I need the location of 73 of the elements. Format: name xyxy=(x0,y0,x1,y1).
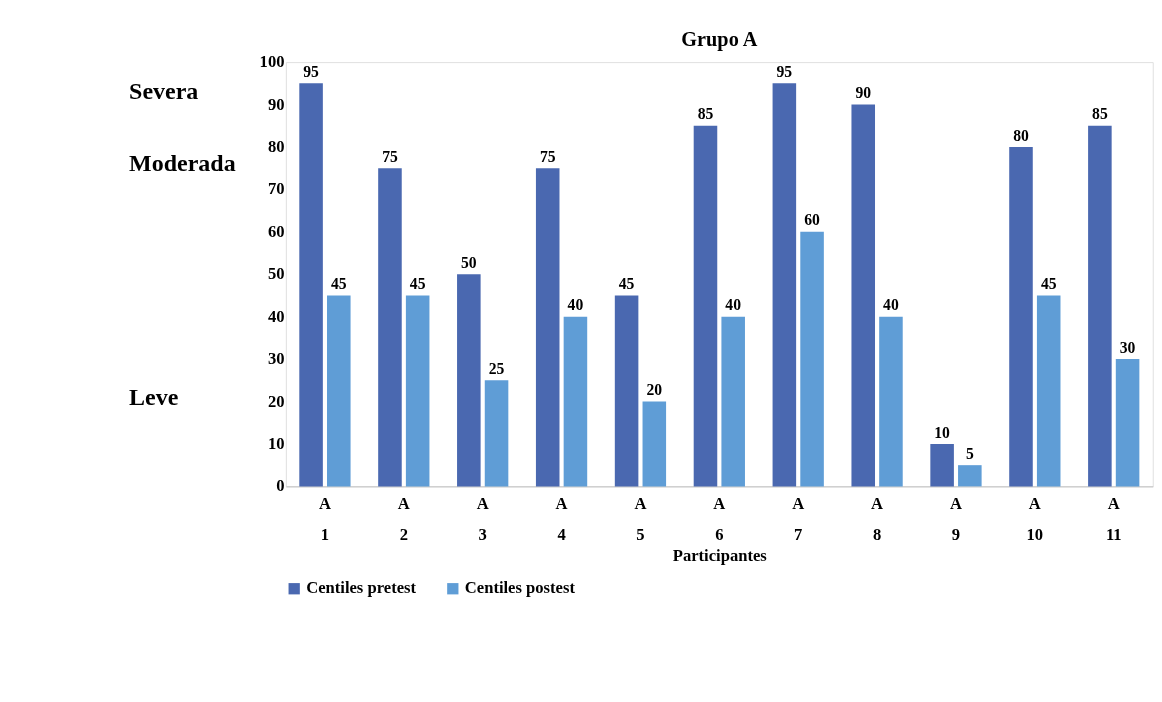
bar xyxy=(299,83,323,487)
legend-label: Centiles pretest xyxy=(306,578,417,598)
bar xyxy=(1036,295,1061,487)
bar xyxy=(693,125,718,487)
y-tick-label: 100 xyxy=(259,52,285,72)
data-label: 85 xyxy=(1092,105,1108,123)
bar xyxy=(721,316,745,487)
bar xyxy=(930,443,954,487)
data-label: 10 xyxy=(934,423,951,441)
data-label: 45 xyxy=(1040,275,1057,293)
bar xyxy=(772,83,797,487)
text: Leve xyxy=(129,383,179,410)
data-label: 75 xyxy=(382,147,398,165)
bar xyxy=(535,168,560,487)
data-label: 30 xyxy=(1119,338,1136,356)
data-label: 75 xyxy=(539,147,556,165)
text: Moderada xyxy=(129,150,236,177)
y-tick-label: 60 xyxy=(267,221,285,241)
data-label: 5 xyxy=(965,444,974,462)
data-label: 95 xyxy=(776,62,793,80)
x-tick-label: A 10 xyxy=(1026,493,1044,545)
data-label: 20 xyxy=(646,381,663,399)
data-label: 95 xyxy=(303,62,320,80)
data-label: 40 xyxy=(567,296,584,314)
data-label: 90 xyxy=(855,84,872,102)
y-tick-label: 10 xyxy=(267,434,285,454)
data-label: 85 xyxy=(697,105,714,123)
data-label: 80 xyxy=(1013,126,1029,144)
y-tick-label: 90 xyxy=(267,94,285,114)
x-tick-label: A 2 xyxy=(397,493,410,545)
bar xyxy=(800,231,824,487)
bar xyxy=(614,295,639,487)
x-tick-label: A 5 xyxy=(634,493,647,545)
x-tick-label: A 11 xyxy=(1105,493,1122,545)
bar xyxy=(484,380,509,487)
bar xyxy=(851,104,876,487)
bar xyxy=(1009,147,1033,487)
bar xyxy=(563,316,588,487)
bar xyxy=(457,274,481,487)
legend-label: Centiles postest xyxy=(464,578,576,598)
x-tick-label: A 4 xyxy=(555,493,568,545)
x-tick-label: A 8 xyxy=(871,493,884,545)
x-tick-label: A 7 xyxy=(792,493,805,545)
bar xyxy=(642,401,667,487)
x-tick-label: A 9 xyxy=(949,493,962,545)
data-label: 40 xyxy=(725,296,742,314)
chart-title: Grupo A xyxy=(681,27,758,51)
data-label: 45 xyxy=(330,275,347,293)
data-label: 60 xyxy=(804,211,821,229)
text: Severa xyxy=(129,78,199,105)
y-tick-label: 80 xyxy=(267,137,285,157)
bar xyxy=(1088,125,1112,487)
bar xyxy=(378,168,402,487)
data-label: 45 xyxy=(618,275,635,293)
bar xyxy=(958,465,982,487)
y-tick-label: 20 xyxy=(267,391,285,411)
bar xyxy=(879,316,903,487)
y-tick-label: 40 xyxy=(267,306,285,326)
bar xyxy=(405,295,430,487)
data-label: 40 xyxy=(883,296,899,314)
x-tick-label: A 6 xyxy=(713,493,726,545)
bar xyxy=(327,295,351,487)
data-label: 50 xyxy=(461,253,477,271)
y-tick-label: 0 xyxy=(276,476,285,496)
x-axis-title: Participantes xyxy=(672,545,768,565)
y-tick-label: 30 xyxy=(267,349,285,369)
y-tick-label: 70 xyxy=(267,179,285,199)
data-label: 25 xyxy=(488,359,505,377)
bar xyxy=(1115,359,1140,487)
x-tick-label: A 3 xyxy=(476,493,489,545)
data-label: 45 xyxy=(409,275,426,293)
y-tick-label: 50 xyxy=(267,264,285,284)
x-tick-label: A 1 xyxy=(318,493,331,545)
